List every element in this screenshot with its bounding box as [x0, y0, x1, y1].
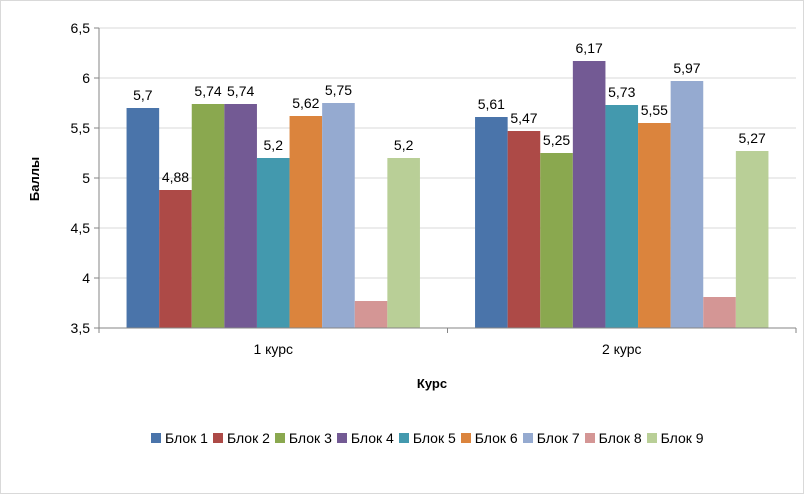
bar	[540, 153, 573, 328]
legend-item: Блок 8	[584, 425, 642, 451]
data-label: 5,75	[325, 82, 352, 98]
bar	[670, 81, 704, 328]
legend-swatch	[584, 433, 595, 443]
y-axis-label: Баллы	[27, 157, 42, 201]
y-tick-label: 3,5	[71, 320, 91, 336]
data-label: 5,47	[510, 110, 537, 126]
data-label: 4,88	[162, 169, 189, 185]
bar	[572, 61, 606, 328]
legend-label: Блок 1	[165, 430, 208, 446]
bar	[735, 151, 769, 328]
bar	[191, 104, 225, 328]
legend-swatch	[212, 433, 223, 443]
bar	[507, 131, 541, 328]
legend-item: Блок 7	[522, 425, 580, 451]
bar	[289, 116, 323, 328]
data-label: 5,25	[543, 132, 570, 148]
data-label: 5,97	[673, 60, 700, 76]
legend-label: Блок 9	[660, 430, 704, 446]
legend-item: Блок 9	[646, 425, 704, 451]
legend-swatch	[151, 433, 161, 443]
legend-swatch	[646, 433, 657, 443]
y-tick-label: 5	[82, 170, 90, 186]
legend-label: Блок 6	[474, 430, 518, 446]
bars: 5,7 4,88 5,74 5,74 5,2 5,62 5,75 5,2 5,61 5,47 5,2…	[126, 40, 769, 328]
data-label: 5,27	[739, 130, 766, 146]
legend-item: Блок 5	[398, 425, 456, 451]
data-label: 5,74	[194, 83, 221, 99]
data-label: 6,17	[576, 40, 603, 56]
y-tick-label: 6,5	[71, 20, 91, 36]
legend-item: Блок 3	[274, 425, 332, 451]
legend-item: Блок 2	[212, 425, 270, 451]
data-label: 5,2	[394, 137, 414, 153]
legend-label: Блок 2	[226, 430, 270, 446]
data-label: 5,2	[264, 137, 284, 153]
legend-label: Блок 7	[536, 430, 580, 446]
data-label: 5,7	[133, 87, 153, 103]
bar	[256, 158, 290, 328]
y-tick-label: 4	[82, 270, 90, 286]
data-label: 5,61	[478, 96, 505, 112]
bar	[159, 190, 192, 328]
bar	[224, 104, 257, 328]
legend-swatch	[274, 433, 285, 443]
bar	[322, 103, 355, 328]
y-tick-label: 5,5	[71, 120, 91, 136]
legend-swatch	[336, 433, 347, 443]
bar	[703, 297, 736, 328]
x-axis-label: Курс	[417, 376, 447, 391]
data-label: 5,55	[641, 102, 668, 118]
data-label: 5,74	[227, 83, 254, 99]
legend-swatch	[460, 433, 471, 443]
legend-swatch	[522, 433, 533, 443]
legend-label: Блок 4	[350, 430, 394, 446]
bar	[126, 108, 160, 328]
legend-label: Блок 3	[288, 430, 332, 446]
x-tick-label: 1 курс	[253, 341, 293, 357]
bar	[354, 301, 388, 328]
data-label: 5,62	[292, 95, 319, 111]
x-tick-label: 2 курс	[602, 341, 642, 357]
bar	[475, 117, 508, 328]
bar-chart: 5,7 4,88 5,74 5,74 5,2 5,62 5,75 5,2 5,61 5,47 5,2…	[27, 20, 797, 391]
legend-label: Блок 5	[412, 430, 456, 446]
bar	[638, 123, 671, 328]
legend-item: Блок 6	[460, 425, 518, 451]
y-tick-label: 4,5	[71, 220, 91, 236]
axes: 3,5 4 4,5 5 5,5 6 6,5 1 курс 2 курс	[71, 20, 797, 357]
legend: Блок 1 Блок 2 Блок 3 Блок 4 Блок 5 Блок 6 Блок…	[151, 425, 791, 451]
legend-item: Блок 1	[151, 425, 208, 451]
legend-swatch	[398, 433, 409, 443]
data-label: 5,73	[608, 84, 635, 100]
bar	[387, 158, 420, 328]
y-tick-label: 6	[82, 70, 90, 86]
legend-label: Блок 8	[598, 430, 642, 446]
bar	[605, 105, 639, 328]
legend-item: Блок 4	[336, 425, 394, 451]
